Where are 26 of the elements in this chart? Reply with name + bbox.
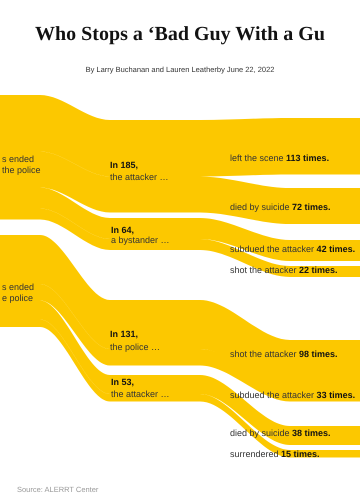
data-label: 38 times.	[292, 428, 331, 438]
text: Who Stops a ‘Bad Guy With a Gu	[35, 23, 325, 45]
text: s ended	[2, 154, 34, 164]
text: In 64,	[111, 225, 134, 235]
text: In 185,	[110, 160, 138, 170]
data-label: 42 times.	[316, 244, 356, 254]
text: the attacker …	[110, 172, 169, 182]
text: the attacker …	[111, 389, 170, 399]
text: s ended	[2, 282, 34, 292]
text: e police	[2, 293, 34, 303]
category-label: shot the attacker	[230, 349, 297, 359]
text: In 131,	[110, 329, 138, 339]
data-label: 15 times.	[281, 449, 320, 459]
text: the police …	[110, 342, 160, 352]
text: In 53,	[111, 377, 134, 387]
data-label: 33 times.	[316, 390, 356, 400]
category-label: died by suicide	[230, 202, 290, 212]
data-label: 72 times.	[292, 202, 331, 212]
text: a bystander …	[111, 235, 170, 245]
data-label: 22 times.	[299, 265, 338, 275]
text: the police	[2, 165, 41, 175]
data-label: 98 times.	[299, 349, 338, 359]
category-label: surrendered	[230, 449, 279, 459]
category-label: left the scene	[230, 153, 284, 163]
category-label: shot the attacker	[230, 265, 297, 275]
data-label: 113 times.	[286, 153, 330, 163]
